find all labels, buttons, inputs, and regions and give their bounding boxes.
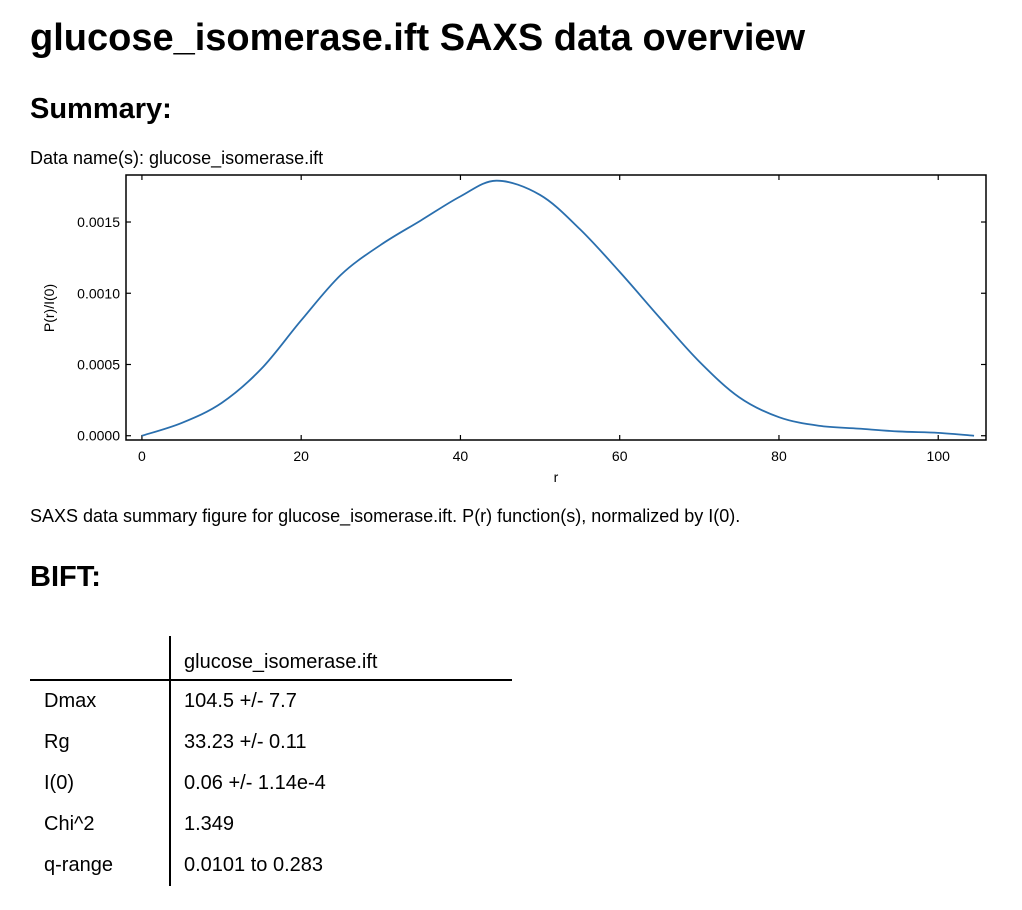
chart-series — [141, 179, 975, 437]
data-names-label: Data name(s): glucose_isomerase.ift — [30, 148, 324, 168]
bift-row-value: 0.0101 to 0.283 — [184, 854, 324, 876]
table-row: Dmax 104.5 +/- 7.7 — [30, 680, 512, 722]
x-tick-label: 80 — [771, 448, 787, 464]
chart-ticks — [126, 175, 986, 440]
bift-table-column-header: glucose_isomerase.ift — [170, 636, 512, 681]
bift-row-value: 0.06 +/- 1.14e-4 — [184, 772, 326, 794]
bift-table: glucose_isomerase.ift Dmax 104.5 +/- 7.7… — [30, 636, 512, 886]
summary-heading: Summary: — [30, 93, 172, 125]
bift-row-label: Chi^2 — [30, 804, 171, 845]
chart-tick-labels: 0 20 40 60 80 100 0.0000 0.0005 0.0010 0.0015 — [77, 214, 950, 464]
table-row: Chi^2 1.349 — [30, 804, 512, 845]
y-tick-label: 0.0015 — [77, 214, 120, 230]
bift-row-label: q-range — [30, 845, 171, 886]
table-row: q-range 0.0101 to 0.283 — [30, 845, 512, 886]
bift-row-value: 104.5 +/- 7.7 — [184, 690, 297, 712]
table-row: I(0) 0.06 +/- 1.14e-4 — [30, 763, 512, 804]
y-axis-label: P(r)/I(0) — [41, 284, 57, 332]
x-tick-label: 20 — [293, 448, 309, 464]
y-tick-label: 0.0010 — [77, 285, 120, 301]
bift-table-header-row: glucose_isomerase.ift — [30, 636, 512, 681]
x-axis-label: r — [554, 469, 559, 485]
table-row: Rg 33.23 +/- 0.11 — [30, 722, 512, 763]
bift-row-label: Dmax — [30, 680, 171, 722]
pr-series-line — [141, 179, 975, 437]
bift-row-label: Rg — [30, 722, 171, 763]
plot-frame — [125, 174, 987, 441]
page-title: glucose_isomerase.ift SAXS data overview — [30, 17, 806, 59]
x-tick-label: 0 — [138, 448, 146, 464]
bift-table-corner-cell — [30, 636, 171, 681]
pr-chart: 0 20 40 60 80 100 0.0000 0.0005 0.0010 0.0015 r P… — [41, 174, 987, 485]
y-tick-label: 0.0005 — [77, 356, 120, 372]
x-tick-label: 40 — [453, 448, 469, 464]
bift-heading: BIFT: — [30, 561, 101, 593]
figure-caption: SAXS data summary figure for glucose_iso… — [30, 506, 741, 526]
bift-row-value: 1.349 — [184, 813, 235, 835]
bift-row-value: 33.23 +/- 0.11 — [184, 731, 307, 753]
bift-row-label: I(0) — [30, 763, 171, 804]
x-tick-label: 60 — [612, 448, 628, 464]
x-tick-label: 100 — [927, 448, 951, 464]
y-tick-label: 0.0000 — [77, 428, 120, 444]
